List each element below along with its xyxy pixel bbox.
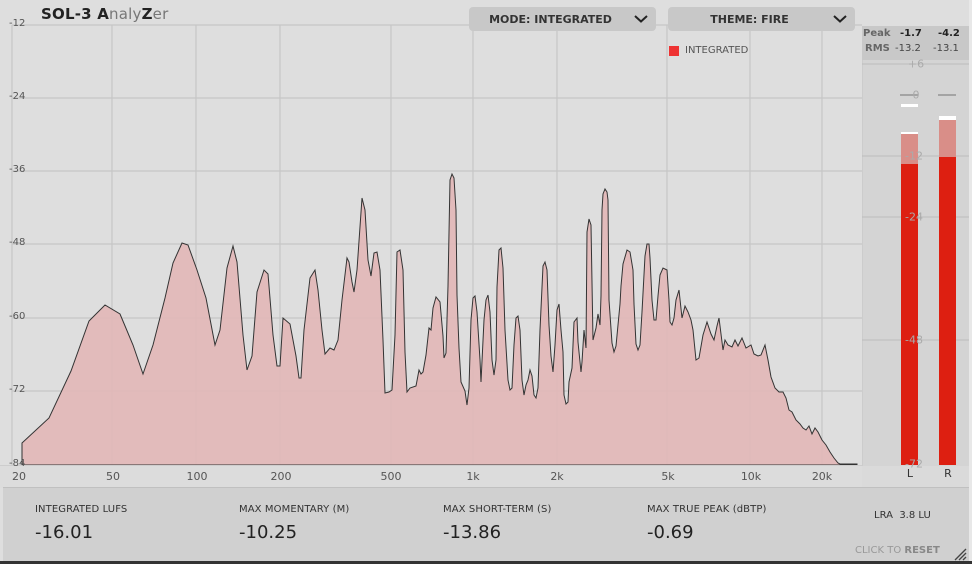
peak-label: Peak [863, 28, 891, 39]
rms-label: RMS [865, 43, 890, 54]
x-axis [0, 465, 862, 488]
y-tick-label: -84 [9, 458, 26, 469]
meter-graphics [862, 26, 971, 488]
x-tick-label: 500 [380, 470, 402, 483]
x-tick-label: 10k [740, 470, 762, 483]
x-tick-label: 1k [466, 470, 480, 483]
chevron-down-icon [626, 7, 656, 31]
stat-value: -13.86 [443, 522, 502, 543]
y-tick-label: -36 [9, 164, 26, 175]
rms-left-value: -13.2 [895, 43, 921, 54]
meter-scale-label: -72 [905, 457, 923, 471]
peak-left-value: -1.7 [900, 28, 922, 39]
window-edge [0, 561, 972, 564]
rms-row: RMS -13.2 -13.1 [862, 43, 970, 58]
x-tick-label: 2k [550, 470, 564, 483]
y-tick-label: -48 [9, 237, 26, 248]
peak-row: Peak -1.7 -4.2 [862, 28, 970, 43]
meter-scale-label: +6 [907, 57, 925, 71]
y-tick-label: -72 [9, 384, 26, 395]
title-z: Z [141, 5, 153, 23]
x-tick-label: 50 [106, 470, 120, 483]
legend-integrated: INTEGRATED [669, 45, 748, 56]
title-er: er [152, 5, 169, 23]
peak-right-value: -4.2 [938, 28, 960, 39]
meter-scale-label: -12 [905, 149, 923, 163]
meter-readout: Peak -1.7 -4.2 RMS -13.2 -13.1 [862, 26, 970, 60]
y-tick-label: -60 [9, 311, 26, 322]
stat-value: -16.01 [35, 522, 94, 543]
x-tick-label: 20 [12, 470, 26, 483]
y-tick-label: -12 [9, 18, 26, 29]
reset-action: RESET [904, 545, 940, 556]
mode-dropdown[interactable]: MODE: INTEGRATED [469, 7, 656, 31]
y-tick-label: -24 [9, 91, 26, 102]
reset-prefix: CLICK TO [855, 545, 905, 556]
stat-label: INTEGRATED LUFS [35, 504, 128, 515]
stat-label: MAX TRUE PEAK (dBTP) [647, 504, 767, 515]
stat-label: MAX MOMENTARY (M) [239, 504, 350, 515]
channel-right-label: R [944, 467, 952, 480]
legend-swatch [669, 45, 679, 56]
stat-max-momentary: MAX MOMENTARY (M) -10.25 [239, 504, 349, 543]
reset-button[interactable]: CLICK TO RESET [855, 545, 940, 556]
x-tick-label: 5k [661, 470, 675, 483]
mode-dropdown-label: MODE: INTEGRATED [489, 12, 612, 26]
chevron-down-icon [825, 7, 855, 31]
meter-scale-label: -24 [905, 210, 923, 224]
theme-dropdown[interactable]: THEME: FIRE [668, 7, 855, 31]
meter-scale-label: 0 [912, 88, 920, 102]
x-tick-label: 100 [186, 470, 208, 483]
x-tick-label: 20k [811, 470, 833, 483]
meter-scale-label: -48 [905, 333, 923, 347]
channel-left-label: L [906, 467, 914, 480]
stat-max-true-peak: MAX TRUE PEAK (dBTP) -0.69 [647, 504, 766, 543]
title-a: A [97, 5, 110, 23]
spectrum-area [21, 172, 858, 466]
loudness-stats-panel[interactable]: INTEGRATED LUFS -16.01 MAX MOMENTARY (M)… [3, 487, 969, 563]
resize-grip-icon[interactable] [953, 547, 967, 561]
theme-dropdown-label: THEME: FIRE [710, 12, 789, 26]
stat-value: -0.69 [647, 522, 694, 543]
legend-label: INTEGRATED [685, 45, 749, 56]
title-naly: naly [109, 5, 142, 23]
rms-right-value: -13.1 [933, 43, 959, 54]
window-edge [969, 0, 972, 564]
spectrum-plot [11, 24, 862, 466]
x-tick-label: 200 [270, 470, 292, 483]
level-meter: Peak -1.7 -4.2 RMS -13.2 -13.1 +6 0 -12 … [862, 26, 972, 488]
title-sol3: SOL-3 [41, 5, 98, 23]
app-title: SOL-3 AnalyZer [41, 5, 168, 23]
stat-max-short-term: MAX SHORT-TERM (S) -13.86 [443, 504, 551, 543]
stat-value: -10.25 [239, 522, 298, 543]
lra-readout: LRA 3.8 LU [874, 510, 931, 521]
stat-label: MAX SHORT-TERM (S) [443, 504, 552, 515]
stat-integrated: INTEGRATED LUFS -16.01 [35, 504, 127, 543]
